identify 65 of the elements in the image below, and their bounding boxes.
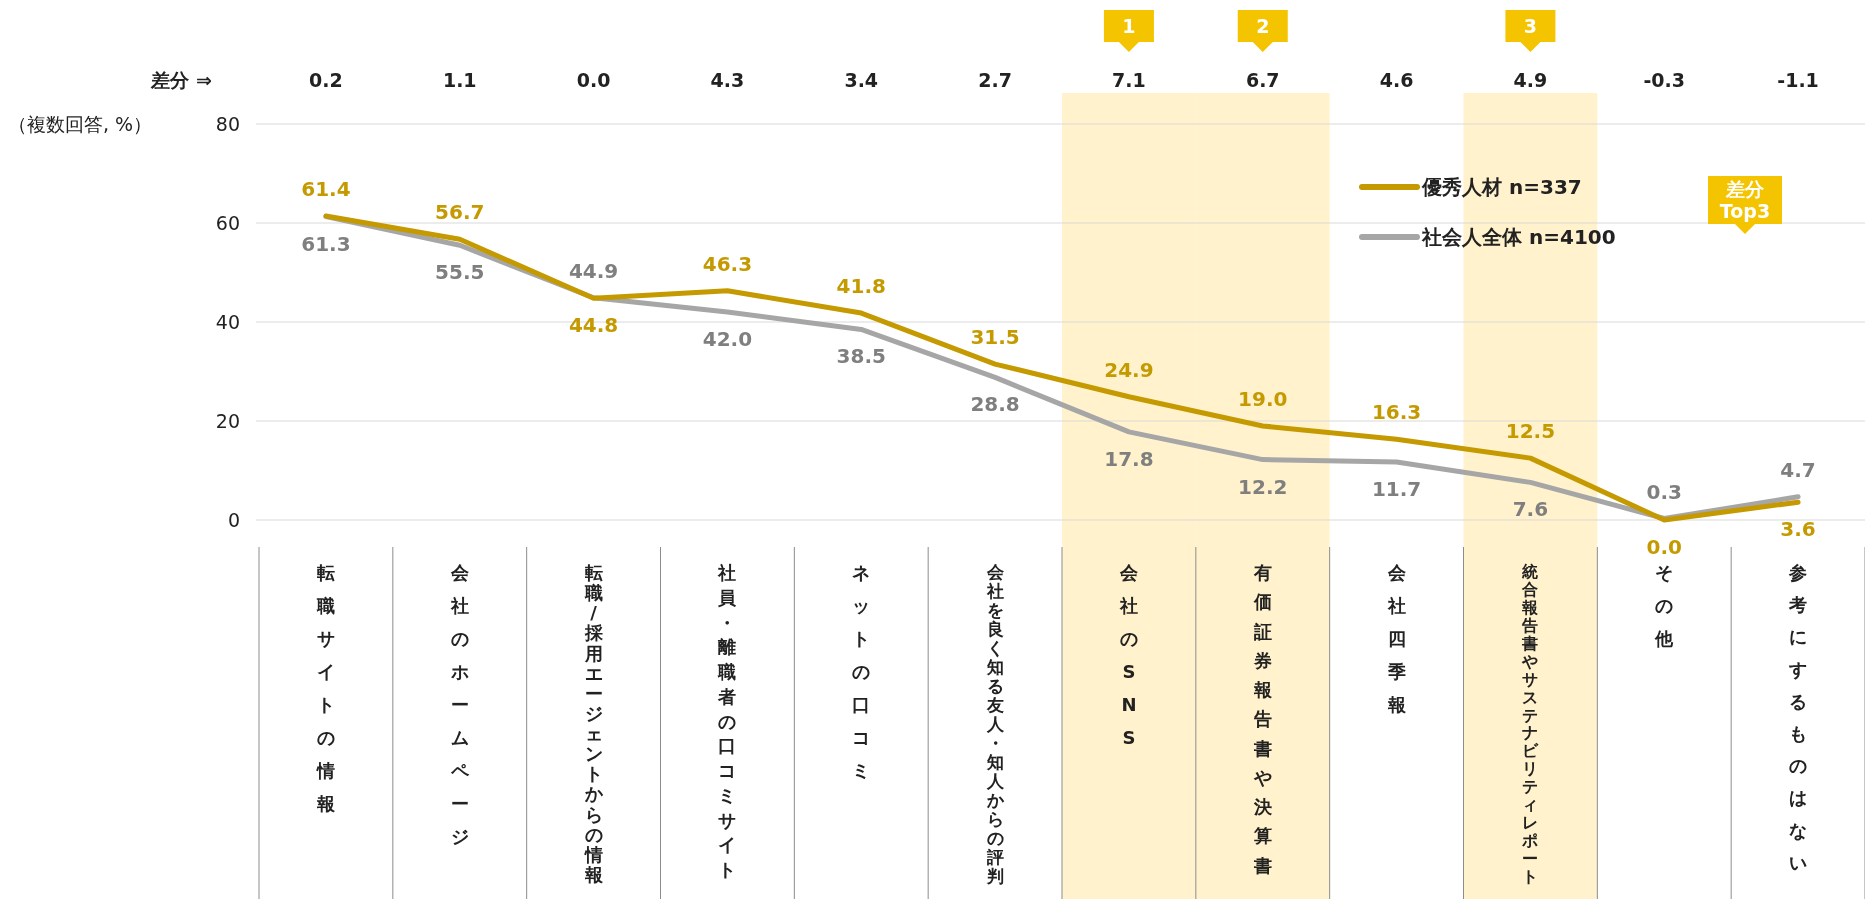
text: 4.9 [1513, 69, 1548, 91]
text: 0.2 [309, 69, 343, 91]
data-label: 61.4 [301, 177, 351, 202]
data-label: 19.0 [1238, 386, 1288, 411]
text: 7.1 [1112, 69, 1146, 91]
badge-top3: 差分 Top3 [1708, 176, 1782, 234]
data-label: 0.3 [1646, 479, 1682, 504]
data-label: 38.5 [836, 344, 886, 369]
y-tick-label: 80 [215, 113, 240, 135]
x-tick-label: 統合報告書やサステナビリティレポート [1522, 562, 1539, 886]
text: 6.7 [1245, 69, 1280, 91]
text: 4.6 [1379, 69, 1414, 91]
x-tick-label: その他 [1655, 562, 1674, 649]
data-label: 28.8 [970, 392, 1020, 417]
data-label: 12.5 [1505, 419, 1556, 444]
band-label: 1 [1122, 15, 1136, 37]
x-tick-label: 会社のホームページ [450, 562, 469, 847]
data-label: 3.6 [1780, 517, 1816, 542]
data-label: 11.7 [1371, 477, 1422, 502]
data-label: 44.9 [568, 258, 619, 283]
y-tick-label: 60 [215, 212, 240, 234]
text: 2.7 [978, 69, 1012, 91]
badge: 2 [1237, 10, 1288, 52]
text: -0.3 [1643, 69, 1686, 91]
x-tick-label: 会社のSNS [1119, 562, 1138, 748]
data-label: 31.5 [970, 325, 1020, 350]
data-label: 7.6 [1512, 497, 1549, 522]
x-tick-label: 転職サイトの情報 [316, 562, 335, 814]
x-tick-label: 会社四季報 [1387, 562, 1406, 715]
text: -1.1 [1777, 69, 1819, 91]
data-label: 16.3 [1371, 400, 1422, 425]
badge: 3 [1505, 10, 1556, 52]
x-tick-label: 社員・離職者の口コミサイト [718, 562, 737, 881]
annotation: 差分 Top3 [1719, 178, 1771, 222]
y-tick-label: 40 [215, 311, 240, 333]
band-label: 3 [1523, 15, 1538, 37]
legend-label: 優秀人材 n=337 [1421, 175, 1582, 199]
text: 3.4 [844, 69, 879, 91]
text: 1.1 [442, 69, 477, 91]
data-label: 61.3 [301, 231, 351, 256]
text: 4.3 [710, 69, 745, 91]
data-label: 41.8 [836, 274, 886, 299]
data-label: 12.2 [1238, 474, 1288, 499]
x-tick-label: 参考にするものはない [1789, 562, 1808, 873]
band-label: 2 [1256, 15, 1270, 37]
data-label: 17.8 [1104, 446, 1154, 471]
data-label: 55.5 [435, 260, 485, 285]
data-label: 24.9 [1104, 357, 1154, 382]
data-label: 4.7 [1780, 457, 1816, 482]
x-tick-label: 会社を良く知る友人・知人からの評判 [986, 562, 1004, 886]
y-axis-title: （複数回答, %） [8, 113, 153, 135]
data-label: 42.0 [702, 327, 753, 352]
x-tick-label: 有価証券報告書や決算書 [1253, 562, 1272, 876]
y-tick-label: 0 [227, 509, 240, 531]
legend-label: 社会人全体 n=4100 [1421, 225, 1616, 249]
data-label: 44.8 [568, 313, 619, 338]
x-tick-label: 転職/採用エージェントからの情報 [584, 562, 603, 885]
data-label: 56.7 [435, 200, 485, 225]
badge: 1 [1103, 10, 1154, 52]
text: 差分 ⇒ [150, 69, 212, 91]
data-label: 0.0 [1646, 535, 1682, 559]
y-tick-label: 20 [215, 410, 240, 432]
x-tick-label: ネットの口コミ [852, 562, 871, 781]
text: 0.0 [576, 69, 611, 91]
data-label: 46.3 [702, 251, 753, 276]
